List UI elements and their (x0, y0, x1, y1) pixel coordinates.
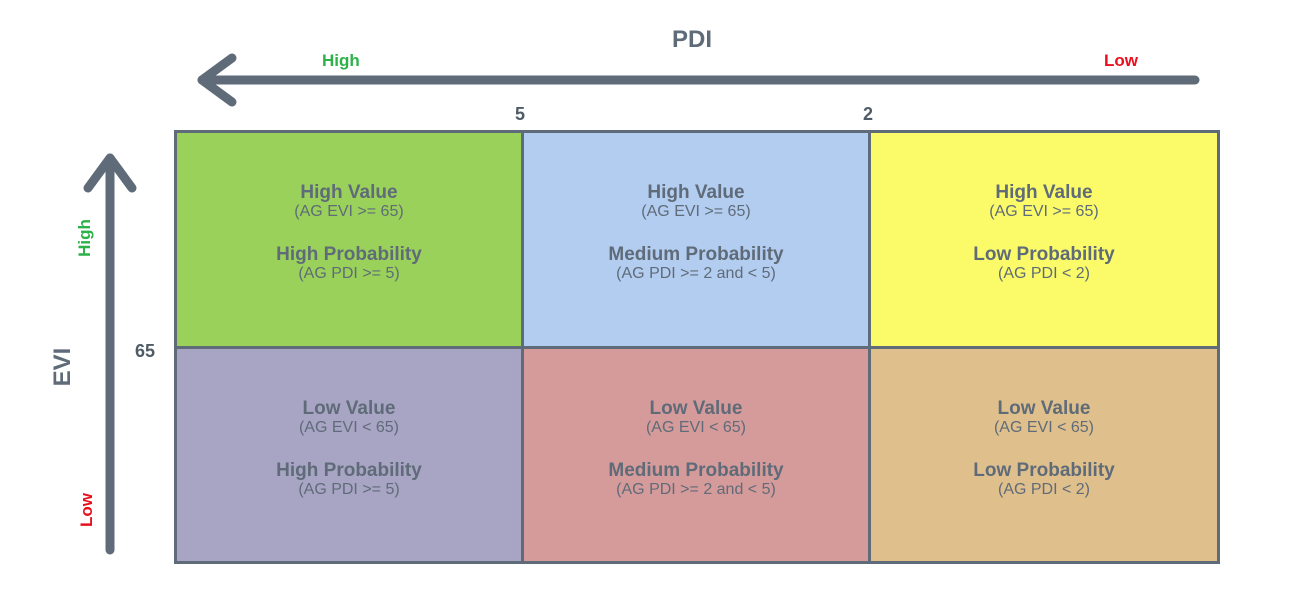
x-axis-arrow (197, 53, 1200, 107)
cell-value-rule: (AG EVI < 65) (298, 419, 400, 436)
x-axis-title: PDI (672, 26, 713, 53)
x-axis-low-label: Low (1104, 51, 1138, 70)
cell-value-heading: Low Value (997, 398, 1091, 419)
quadrant-grid: High Value (AG EVI >= 65) High Probabili… (174, 130, 1220, 564)
cell-high-value-high-probability: High Value (AG EVI >= 65) High Probabili… (177, 133, 524, 349)
cell-probability-heading: High Probability (276, 244, 422, 265)
cell-probability-heading: Medium Probability (608, 460, 784, 481)
cell-value-heading: High Value (647, 182, 745, 203)
cell-high-value-low-probability: High Value (AG EVI >= 65) Low Probabilit… (871, 133, 1217, 349)
cell-value-heading: High Value (300, 182, 398, 203)
cell-low-value-high-probability: Low Value (AG EVI < 65) High Probability… (177, 349, 524, 561)
cell-high-value-medium-probability: High Value (AG EVI >= 65) Medium Probabi… (524, 133, 871, 349)
x-axis-high-label: High (322, 51, 360, 70)
cell-probability-heading: High Probability (276, 460, 422, 481)
y-axis-low-label: Low (77, 493, 96, 527)
cell-value-rule: (AG EVI >= 65) (641, 203, 751, 220)
cell-low-value-low-probability: Low Value (AG EVI < 65) Low Probability … (871, 349, 1217, 561)
cell-value-rule: (AG EVI < 65) (993, 419, 1095, 436)
cell-probability-heading: Low Probability (973, 460, 1115, 481)
y-tick-65: 65 (135, 341, 156, 361)
cell-value-rule: (AG EVI >= 65) (989, 203, 1099, 220)
cell-value-heading: Low Value (649, 398, 743, 419)
x-tick-2: 2 (863, 104, 874, 124)
cell-probability-heading: Medium Probability (608, 244, 784, 265)
cell-value-heading: High Value (995, 182, 1093, 203)
y-axis-arrow (83, 153, 137, 555)
cell-probability-rule: (AG PDI >= 5) (298, 481, 400, 498)
cell-value-heading: Low Value (302, 398, 396, 419)
y-axis-high-label: High (75, 219, 94, 257)
cell-probability-rule: (AG PDI >= 2 and < 5) (616, 481, 776, 498)
x-tick-5: 5 (515, 104, 526, 124)
cell-value-rule: (AG EVI < 65) (645, 419, 747, 436)
y-axis-title: EVI (49, 347, 76, 387)
cell-probability-rule: (AG PDI < 2) (997, 265, 1091, 282)
cell-probability-rule: (AG PDI < 2) (997, 481, 1091, 498)
cell-value-rule: (AG EVI >= 65) (294, 203, 404, 220)
cell-probability-heading: Low Probability (973, 244, 1115, 265)
cell-probability-rule: (AG PDI >= 5) (298, 265, 400, 282)
cell-probability-rule: (AG PDI >= 2 and < 5) (616, 265, 776, 282)
cell-low-value-medium-probability: Low Value (AG EVI < 65) Medium Probabili… (524, 349, 871, 561)
